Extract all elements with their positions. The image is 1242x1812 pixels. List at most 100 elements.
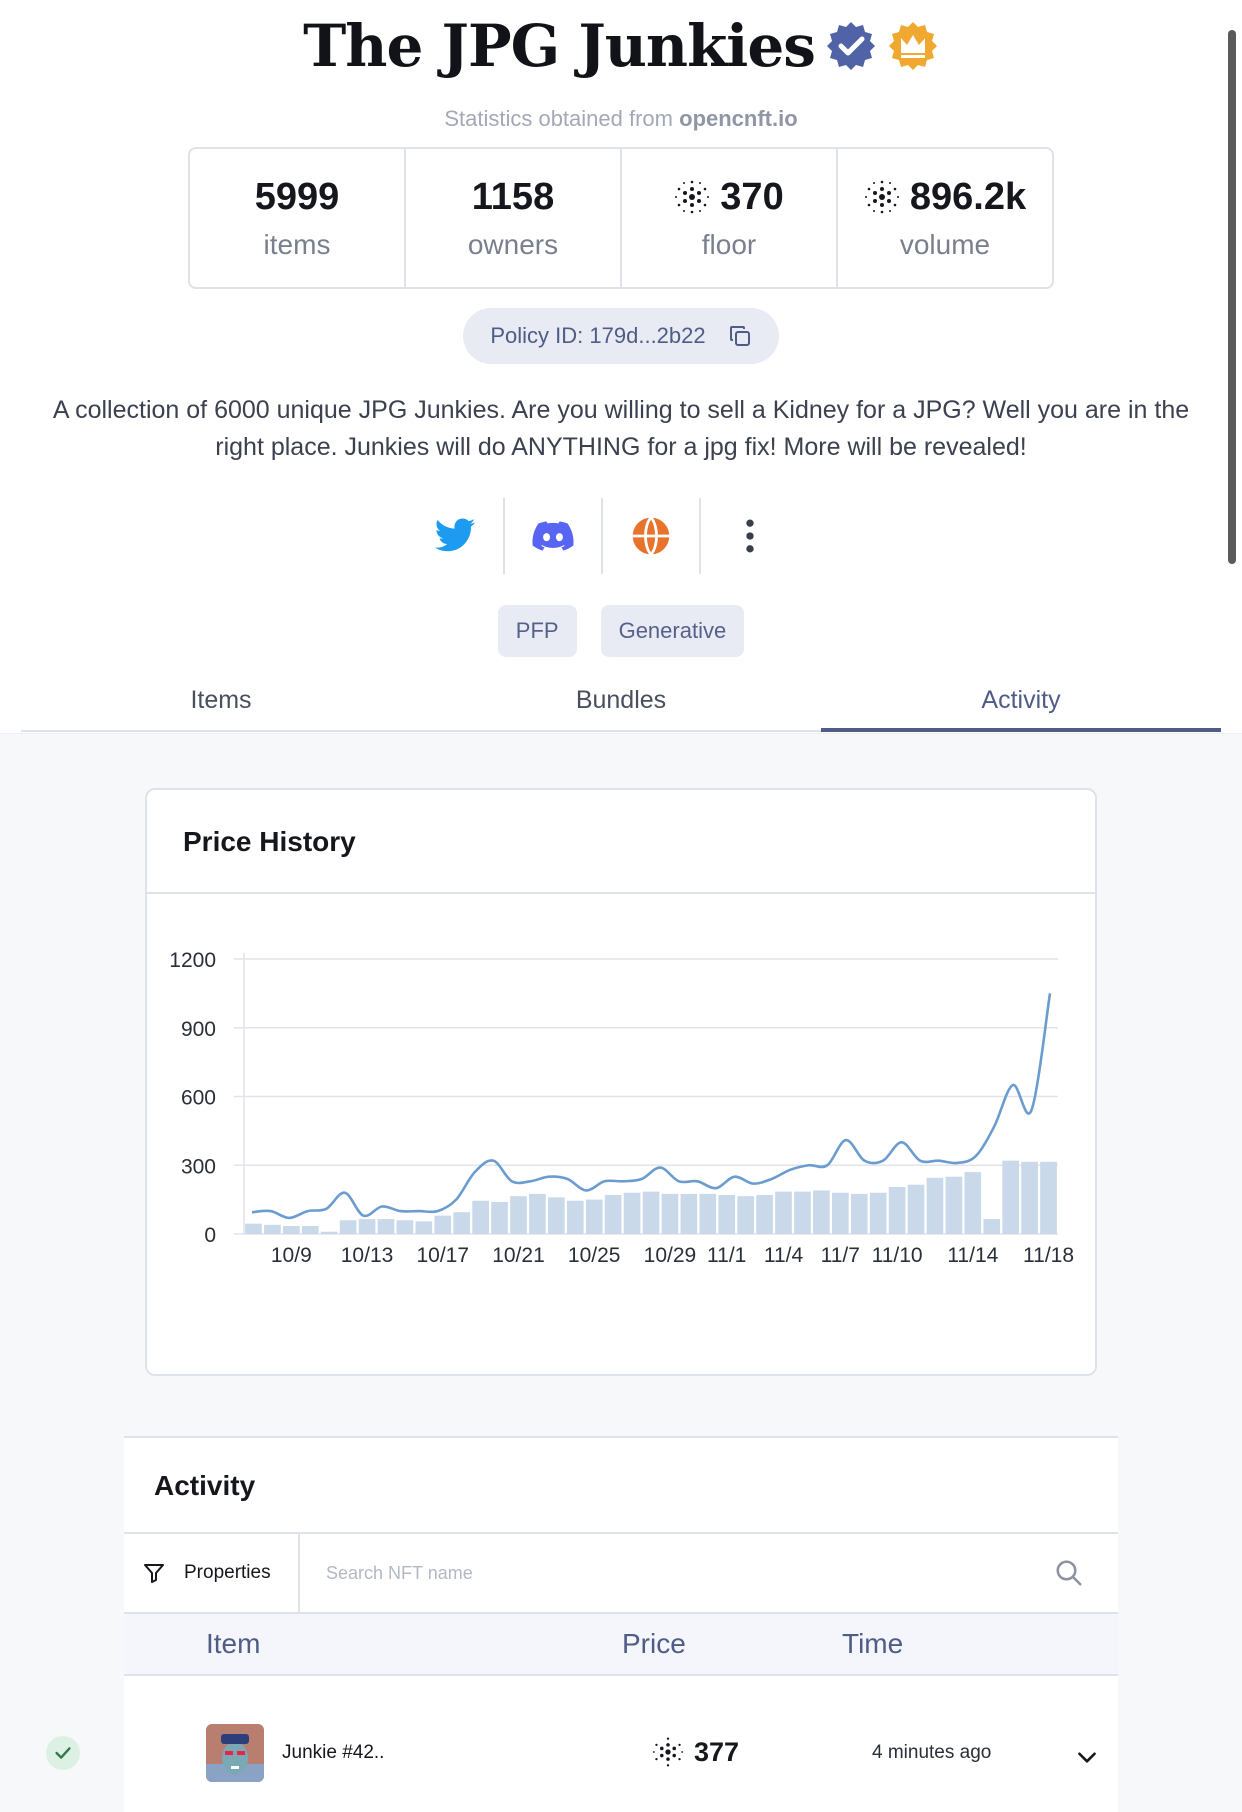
- nft-name[interactable]: Junkie #42..: [282, 1742, 385, 1763]
- x-tick-label: 11/1: [707, 1244, 746, 1267]
- column-time[interactable]: Time: [842, 1628, 904, 1659]
- collection-description: A collection of 6000 unique JPG Junkies.…: [52, 396, 1190, 461]
- page-scrollbar[interactable]: [1228, 30, 1236, 564]
- volume-bar: [1040, 1161, 1057, 1234]
- stat-floor: 370 floor: [622, 149, 838, 287]
- volume-bar: [264, 1224, 281, 1234]
- x-tick-label: 10/13: [341, 1244, 394, 1267]
- volume-bar: [888, 1187, 906, 1234]
- volume-bar: [472, 1200, 489, 1234]
- volume-bar: [850, 1193, 868, 1234]
- stat-owners: 1158 owners: [406, 149, 622, 287]
- website-link[interactable]: [603, 498, 701, 574]
- row-price: 377: [652, 1736, 739, 1768]
- tab-bundles[interactable]: Bundles: [575, 686, 667, 714]
- cardano-icon: [675, 180, 710, 214]
- volume-bar: [548, 1197, 565, 1234]
- more-options-button[interactable]: [701, 498, 799, 574]
- collection-title: The JPG Junkies: [303, 12, 816, 80]
- volume-bar: [604, 1195, 622, 1234]
- volume-bar: [453, 1212, 471, 1234]
- source-link[interactable]: opencnft.io: [679, 106, 798, 131]
- price-history-chart: 0 300 600 900 1200 10/9 10/13 10/17 10/21 10/25 10…: [169, 949, 1074, 1267]
- stat-items: 5999 items: [190, 149, 406, 287]
- y-tick-label: 300: [181, 1155, 216, 1178]
- cardano-icon: [864, 180, 899, 214]
- x-tick-label: 11/14: [947, 1244, 998, 1267]
- row-price-value: 377: [694, 1736, 740, 1767]
- volume-bar: [699, 1193, 717, 1234]
- twitter-link[interactable]: [407, 498, 505, 574]
- tab-activity[interactable]: Activity: [821, 672, 1221, 732]
- x-tick-label: 10/25: [568, 1244, 621, 1267]
- volume-bar: [529, 1193, 546, 1234]
- x-tick-label: 11/18: [1023, 1244, 1074, 1267]
- volume-bar: [301, 1225, 319, 1234]
- stat-owners-label: owners: [467, 228, 559, 260]
- y-tick-label: 0: [204, 1224, 216, 1247]
- volume-bar: [945, 1176, 963, 1234]
- volume-bar: [566, 1200, 584, 1234]
- globe-icon: [632, 516, 670, 556]
- price-history-card: Price History 0 300 600 900 1200 10/9 10/13 10/…: [145, 788, 1097, 1376]
- search-icon[interactable]: [1054, 1558, 1084, 1588]
- search-nft-input[interactable]: [326, 1562, 926, 1584]
- volume-bar: [642, 1191, 660, 1234]
- volume-bar: [339, 1220, 357, 1234]
- activity-title: Activity: [124, 1438, 1118, 1534]
- volume-bar: [510, 1196, 527, 1234]
- volume-bar: [756, 1195, 773, 1234]
- x-tick-label: 11/10: [872, 1244, 923, 1267]
- check-icon: [46, 1736, 80, 1770]
- twitter-icon: [434, 518, 476, 552]
- properties-filter-button[interactable]: Properties: [124, 1534, 300, 1612]
- volume-bar: [680, 1193, 698, 1234]
- collection-tabs: Items Bundles Activity: [21, 672, 1221, 732]
- volume-bar: [926, 1177, 944, 1234]
- tag-list: PFP Generative: [0, 605, 1242, 657]
- y-tick-label: 600: [181, 1087, 216, 1110]
- volume-bar: [794, 1191, 811, 1234]
- volume-bar: [718, 1195, 736, 1234]
- volume-bar: [1021, 1161, 1038, 1234]
- volume-bar: [775, 1191, 792, 1234]
- price-line: [251, 993, 1052, 1220]
- stats-panel: 5999 items 1158 owners 370 floor 896.2k …: [188, 147, 1054, 289]
- x-tick-label: 10/17: [416, 1244, 469, 1267]
- activity-filter-row: Properties: [124, 1534, 1118, 1614]
- properties-label: Properties: [184, 1562, 271, 1583]
- volume-bar: [320, 1231, 338, 1234]
- policy-id-text: Policy ID: 179d...2b22: [490, 323, 706, 348]
- volume-bar: [1002, 1160, 1020, 1234]
- volume-bar: [491, 1201, 508, 1234]
- volume-bar: [907, 1184, 925, 1234]
- price-history-title: Price History: [147, 790, 1095, 894]
- volume-bar: [813, 1190, 830, 1234]
- volume-bar: [282, 1225, 300, 1234]
- volume-bar: [964, 1172, 982, 1234]
- tab-items[interactable]: Items: [190, 686, 252, 714]
- stat-volume: 896.2k volume: [838, 149, 1052, 287]
- column-price[interactable]: Price: [622, 1628, 686, 1659]
- activity-section: Activity Properties Item Price Time: [124, 1436, 1118, 1812]
- copy-icon[interactable]: [728, 324, 752, 348]
- tag-generative[interactable]: Generative: [600, 605, 745, 657]
- nft-thumbnail[interactable]: [206, 1724, 264, 1782]
- stats-source: Statistics obtained from opencnft.io: [0, 106, 1242, 132]
- tag-pfp[interactable]: PFP: [497, 605, 577, 657]
- filter-icon: [144, 1564, 164, 1583]
- x-tick-label: 10/9: [271, 1244, 312, 1267]
- policy-id-pill[interactable]: Policy ID: 179d...2b22: [463, 308, 779, 364]
- chevron-down-icon[interactable]: [1074, 1744, 1100, 1770]
- cardano-icon: [652, 1737, 684, 1767]
- volume-bar: [358, 1219, 376, 1234]
- volume-bar: [396, 1220, 414, 1234]
- table-row[interactable]: Junkie #42.. 377 4 minutes ago: [0, 1722, 1242, 1802]
- y-tick-label: 1200: [169, 949, 216, 972]
- x-tick-label: 11/4: [764, 1244, 804, 1267]
- discord-link[interactable]: [505, 498, 603, 574]
- title-row: The JPG Junkies: [0, 12, 1242, 80]
- column-item[interactable]: Item: [206, 1628, 261, 1659]
- stat-volume-label: volume: [899, 228, 991, 260]
